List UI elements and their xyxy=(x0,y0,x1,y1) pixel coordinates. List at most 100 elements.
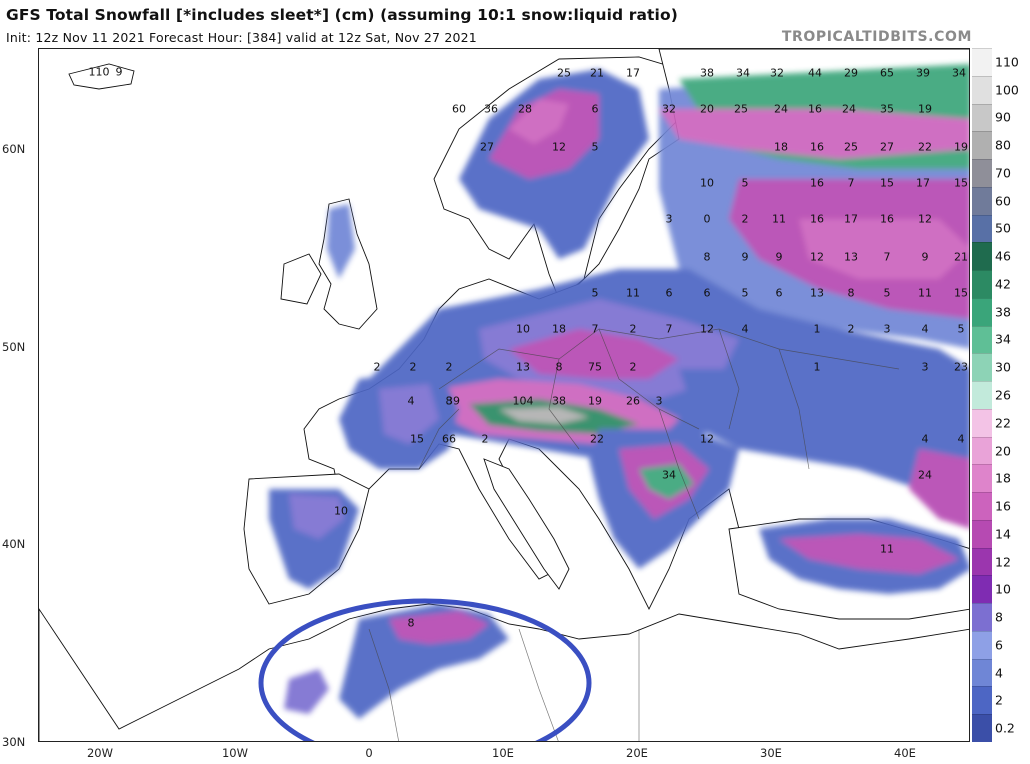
colorbar-swatch xyxy=(972,436,992,465)
snowfall-map[interactable]: 110 9 25 21 17 60 36 28 6 27 12 5 38 34 32 44 29 65 39 34 32… xyxy=(38,48,970,742)
snowfall-value-label: 17 xyxy=(626,66,640,80)
snowfall-value-label: 8 xyxy=(445,394,453,408)
colorbar-swatch xyxy=(972,48,992,76)
colorbar-label: 2 xyxy=(995,692,1003,708)
snowfall-value-label: 34 xyxy=(662,468,676,482)
snowfall-value-label: 2 xyxy=(741,212,749,226)
snowfall-value-label: 11 xyxy=(626,286,640,300)
x-tick-20e: 20E xyxy=(626,746,648,760)
colorbar-row: 2 xyxy=(972,686,1030,715)
snowfall-value-label: 3 xyxy=(665,212,673,226)
colorbar-label: 42 xyxy=(995,276,1011,292)
colorbar-swatch xyxy=(972,603,992,631)
colorbar-swatch xyxy=(972,214,992,243)
colorbar-label: 80 xyxy=(995,137,1011,153)
snowfall-value-label: 19 xyxy=(954,140,968,154)
snowfall-value-label: 21 xyxy=(954,250,968,264)
x-tick-0: 0 xyxy=(365,746,373,760)
colorbar-row: 60 xyxy=(972,186,1030,215)
snowfall-value-label: 60 xyxy=(452,102,466,116)
snowfall-value-label: 19 xyxy=(918,102,932,116)
snowfall-value-label: 20 xyxy=(700,102,714,116)
snowfall-value-label: 0 xyxy=(703,212,711,226)
colorbar-row: 34 xyxy=(972,325,1030,354)
colorbar-row: 10 xyxy=(972,575,1030,604)
snowfall-value-label: 2 xyxy=(629,360,637,374)
snowfall-value-label: 12 xyxy=(700,432,714,446)
snowfall-value-label: 3 xyxy=(921,360,929,374)
snowfall-value-label: 4 xyxy=(921,322,929,336)
colorbar-label: 38 xyxy=(995,304,1011,320)
snowfall-value-label: 27 xyxy=(480,140,494,154)
snowfall-value-label: 7 xyxy=(665,322,673,336)
snowfall-value-label: 16 xyxy=(808,102,822,116)
snowfall-value-label: 12 xyxy=(700,322,714,336)
colorbar-swatch xyxy=(972,492,992,520)
colorbar-swatch xyxy=(972,464,992,493)
snowfall-value-label: 8 xyxy=(847,286,855,300)
colorbar-label: 30 xyxy=(995,359,1011,375)
snowfall-value-label: 8 xyxy=(407,616,415,630)
colorbar-row: 16 xyxy=(972,492,1030,520)
colorbar-label: 26 xyxy=(995,387,1011,403)
snowfall-value-label: 110 xyxy=(88,65,110,79)
snowfall-value-label: 13 xyxy=(516,360,530,374)
x-tick-10w: 10W xyxy=(221,746,249,760)
colorbar-swatch xyxy=(972,630,992,659)
y-tick-30n: 30N xyxy=(2,735,26,749)
colorbar-row: 18 xyxy=(972,464,1030,493)
snowfall-value-label: 25 xyxy=(557,66,571,80)
colorbar-swatch xyxy=(972,381,992,409)
snowfall-value-label: 75 xyxy=(588,360,602,374)
colorbar-label: 110 xyxy=(995,54,1019,70)
brand-watermark[interactable]: TROPICALTIDBITS.COM xyxy=(781,29,972,45)
snowfall-value-label: 12 xyxy=(810,250,824,264)
colorbar-swatch xyxy=(972,714,992,742)
colorbar-row: 100 xyxy=(972,75,1030,104)
y-tick-40n: 40N xyxy=(2,537,26,551)
snowfall-value-label: 32 xyxy=(770,66,784,80)
snowfall-value-label: 5 xyxy=(883,286,891,300)
colorbar-label: 6 xyxy=(995,637,1003,653)
colorbar-swatch xyxy=(972,519,992,548)
x-tick-30e: 30E xyxy=(760,746,782,760)
colorbar-swatch xyxy=(972,686,992,715)
snowfall-value-label: 24 xyxy=(774,102,788,116)
colorbar-swatch xyxy=(972,103,992,132)
snowfall-value-label: 15 xyxy=(410,432,424,446)
colorbar-row: 90 xyxy=(972,103,1030,132)
snowfall-value-label: 66 xyxy=(442,432,456,446)
snowfall-value-label: 8 xyxy=(555,360,563,374)
colorbar-swatch xyxy=(972,297,992,326)
colorbar-label: 34 xyxy=(995,331,1011,347)
snowfall-value-label: 44 xyxy=(808,66,822,80)
snowfall-value-label: 12 xyxy=(552,140,566,154)
y-tick-50n: 50N xyxy=(2,340,26,354)
colorbar-swatch xyxy=(972,186,992,215)
snowfall-value-label: 23 xyxy=(954,360,968,374)
snowfall-value-label: 9 xyxy=(775,250,783,264)
snowfall-value-label: 12 xyxy=(918,212,932,226)
snowfall-value-label: 17 xyxy=(916,176,930,190)
snowfall-value-label: 39 xyxy=(446,394,460,408)
colorbar-label: 46 xyxy=(995,248,1011,264)
snowfall-value-label: 6 xyxy=(665,286,673,300)
snowfall-value-label: 7 xyxy=(591,322,599,336)
snowfall-value-label: 22 xyxy=(590,432,604,446)
snowfall-value-label: 5 xyxy=(591,286,599,300)
snowfall-value-label: 15 xyxy=(954,176,968,190)
snowfall-value-label: 15 xyxy=(954,286,968,300)
map-title: GFS Total Snowfall [*includes sleet*] (c… xyxy=(6,6,678,24)
colorbar-label: 22 xyxy=(995,415,1011,431)
x-tick-20w: 20W xyxy=(86,746,114,760)
colorbar-row: 110 xyxy=(972,48,1030,76)
snowfall-value-label: 104 xyxy=(512,394,534,408)
colorbar-label: 50 xyxy=(995,220,1011,236)
snowfall-value-label: 2 xyxy=(409,360,417,374)
colorbar-swatch xyxy=(972,270,992,298)
snowfall-value-label: 2 xyxy=(445,360,453,374)
colorbar-row: 38 xyxy=(972,297,1030,326)
snowfall-value-label: 3 xyxy=(655,394,663,408)
colorbar-swatch xyxy=(972,159,992,187)
colorbar-label: 4 xyxy=(995,665,1003,681)
